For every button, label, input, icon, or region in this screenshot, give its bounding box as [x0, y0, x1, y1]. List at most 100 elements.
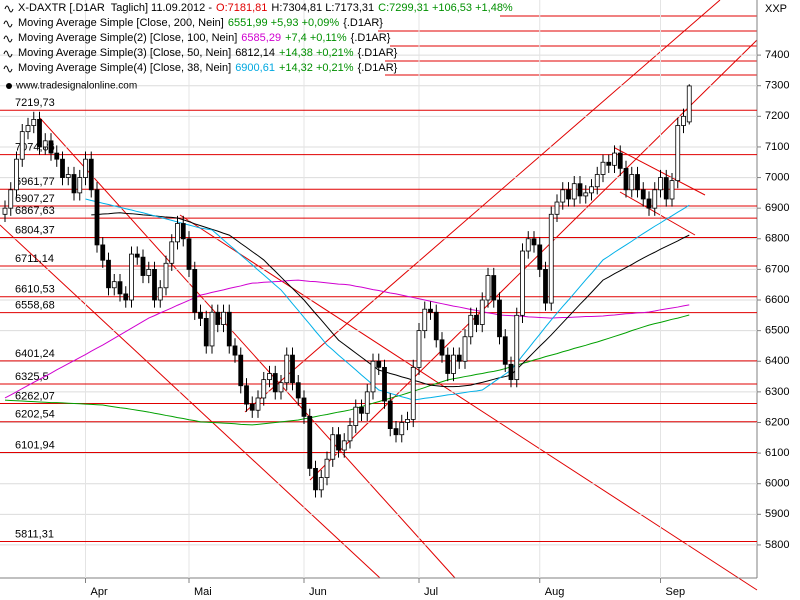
candle-body — [54, 152, 60, 160]
candle-body — [520, 250, 525, 316]
candle-body — [290, 354, 295, 384]
level-label: 6558,68 — [15, 300, 55, 312]
level-label: 5811,31 — [15, 528, 54, 540]
level-label: 7219,73 — [15, 97, 55, 109]
y-tick-label: 6500 — [765, 325, 789, 337]
candle-body — [100, 244, 106, 261]
source-icon — [6, 83, 12, 89]
y-tick-label: 6100 — [765, 447, 789, 459]
candle-body — [508, 363, 514, 381]
candle-body — [261, 379, 267, 399]
candle-body — [675, 125, 681, 182]
title-part: O:7181,81 — [216, 2, 267, 14]
candle-body — [318, 477, 324, 491]
legend-value: 6900,61 — [235, 62, 275, 74]
candle-body — [462, 336, 468, 362]
candle-body — [491, 275, 497, 301]
legend-icon — [3, 35, 13, 43]
candle-body — [560, 189, 566, 203]
candle-body — [485, 275, 491, 301]
candle-body — [410, 366, 416, 420]
legend-value: {.D1AR} — [358, 62, 398, 74]
candle-body — [341, 440, 347, 451]
candle-body — [2, 207, 8, 215]
candle-body — [658, 177, 663, 191]
legend-name: Moving Average Simple [Close, 200, Nein] — [18, 17, 224, 29]
candle-body — [8, 189, 14, 209]
candle-body — [215, 311, 221, 325]
candle-body — [307, 415, 313, 469]
legend-name: Moving Average Simple(2) [Close, 100, Ne… — [18, 32, 237, 44]
legend-icon — [4, 5, 14, 13]
candle-body — [422, 308, 428, 332]
level-label: 6610,53 — [15, 284, 55, 296]
y-tick-label: 7200 — [765, 110, 789, 122]
candle-body — [31, 118, 37, 126]
legend-value: {.D1AR} — [351, 32, 391, 44]
ma-line — [91, 212, 690, 388]
candle-body — [456, 354, 462, 362]
candle-body — [571, 183, 577, 200]
candle-body — [663, 177, 669, 200]
level-label: 6202,54 — [15, 409, 55, 421]
candle-body — [198, 311, 203, 319]
y-tick-label: 6600 — [765, 294, 789, 306]
legend-icon — [3, 50, 13, 58]
candle-body — [589, 186, 594, 194]
candle-body — [221, 311, 226, 325]
candle-body — [537, 244, 543, 270]
y-tick-label: 7400 — [765, 49, 789, 61]
candle-body — [163, 262, 169, 289]
candle-body — [577, 183, 583, 197]
y-tick-label: 6000 — [765, 478, 789, 490]
candle-body — [468, 314, 474, 338]
level-label: 6262,07 — [15, 390, 55, 402]
candle-body — [399, 422, 405, 436]
candle-body — [249, 403, 255, 411]
candle-body — [278, 382, 284, 393]
candle-body — [209, 311, 215, 347]
candle-body — [353, 406, 359, 426]
legend-value: +14,32 +0,21% — [279, 62, 354, 74]
candle-body — [525, 238, 531, 252]
candle-body — [14, 158, 19, 191]
ma-line — [85, 198, 690, 401]
candle-body — [635, 174, 640, 191]
candle-body — [203, 317, 209, 347]
source: www.tradesignalonline.com — [15, 81, 137, 92]
candle-body — [387, 400, 393, 430]
candle-body — [146, 269, 152, 276]
candle-body — [313, 468, 318, 491]
candle-body — [129, 253, 134, 301]
y-tick-label: 6800 — [765, 233, 789, 245]
trend-line — [619, 191, 696, 236]
candle-body — [681, 115, 686, 126]
candle-body — [416, 330, 422, 368]
candle-body — [301, 397, 307, 417]
candle-body — [543, 269, 548, 304]
candle-body — [60, 158, 65, 178]
candle-body — [83, 158, 88, 178]
candle-body — [186, 238, 192, 270]
legend-name: Moving Average Simple(3) [Close, 50, Nei… — [18, 47, 231, 59]
level-label: 6867,63 — [15, 205, 55, 217]
x-tick-label: Sep — [666, 586, 686, 598]
candle-body — [152, 269, 157, 301]
legend-icon — [3, 65, 13, 73]
level-label: 6804,37 — [15, 224, 55, 236]
legend-value: 6812,14 — [235, 47, 275, 59]
candle-body — [330, 434, 336, 460]
candle-body — [37, 118, 42, 148]
y-tick-label: 6200 — [765, 416, 789, 428]
candle-body — [267, 373, 272, 381]
legend-value: +14,38 +0,21% — [279, 47, 354, 59]
candle-body — [111, 281, 117, 289]
level-label: 6101,94 — [15, 439, 55, 451]
x-tick-label: Aug — [545, 586, 565, 598]
axis-label: XXP — [765, 3, 787, 15]
candle-body — [180, 223, 186, 240]
candle-body — [646, 198, 652, 209]
trend-line — [39, 117, 456, 579]
candle-body — [324, 458, 330, 478]
legend-row: Moving Average Simple [Close, 200, Nein]… — [18, 17, 383, 29]
